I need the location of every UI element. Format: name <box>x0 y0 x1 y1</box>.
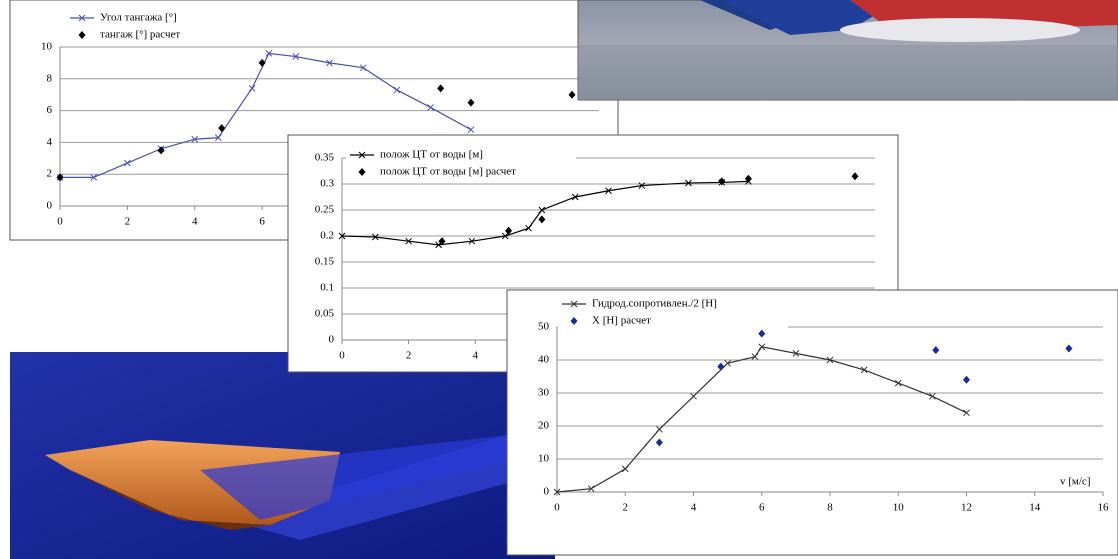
x-tick-label: 0 <box>554 502 560 514</box>
y-tick-label: 0.05 <box>315 308 335 320</box>
y-tick-label: 40 <box>538 354 550 366</box>
legend-label: полож ЦТ от воды [м] расчет <box>380 166 516 178</box>
y-tick-label: 0.2 <box>320 230 334 242</box>
y-tick-label: 50 <box>538 321 550 333</box>
y-tick-label: 30 <box>538 387 550 399</box>
y-tick-label: 0 <box>544 486 550 498</box>
y-tick-label: 10 <box>538 453 550 465</box>
x-tick-label: 4 <box>473 350 479 362</box>
x-tick-label: 16 <box>1098 502 1110 514</box>
y-tick-label: 0.1 <box>320 282 334 294</box>
y-tick-label: 2 <box>47 168 53 180</box>
x-tick-label: 10 <box>893 502 905 514</box>
y-tick-label: 10 <box>41 41 53 53</box>
y-tick-label: 0 <box>329 334 335 346</box>
legend-label: тангаж [°] расчет <box>100 29 180 41</box>
legend-label: полож ЦТ от воды [м] <box>380 149 483 161</box>
x-tick-label: 0 <box>339 350 345 362</box>
x-tick-label: 2 <box>406 350 412 362</box>
x-tick-label: 6 <box>259 216 265 228</box>
x-tick-label: 2 <box>125 216 131 228</box>
x-tick-label: 4 <box>691 502 697 514</box>
y-tick-label: 8 <box>47 72 53 84</box>
legend-label: X [Н] расчет <box>592 315 651 327</box>
y-tick-label: 0.25 <box>315 204 335 216</box>
x-tick-label: 6 <box>759 502 765 514</box>
y-tick-label: 0.15 <box>315 256 335 268</box>
chart-resistance: 0 10 20 30 40 50 0 2 4 6 8 10 12 14 16 Гидрод.сопротивл… <box>507 290 1118 555</box>
y-tick-label: 20 <box>538 420 550 432</box>
x-tick-label: 0 <box>57 216 63 228</box>
x-tick-label: 4 <box>192 216 198 228</box>
y-tick-label: 0.35 <box>315 152 335 164</box>
x-tick-label: 8 <box>827 502 833 514</box>
axis-annotation: v [м/с] <box>1060 476 1090 488</box>
x-tick-label: 2 <box>623 502 629 514</box>
x-tick-label: 14 <box>1029 502 1041 514</box>
collage: 0 2 4 6 8 10 0 2 4 6 Угол тангажа [°] тангаж [°] ра… <box>0 0 1118 559</box>
y-tick-label: 6 <box>47 104 53 116</box>
y-tick-label: 0 <box>47 200 53 212</box>
hull-render <box>10 352 555 559</box>
y-tick-label: 4 <box>47 136 53 148</box>
legend-label: Гидрод.сопротивлен./2 [Н] <box>592 298 717 310</box>
legend-label: Угол тангажа [°] <box>100 12 177 24</box>
x-tick-label: 12 <box>961 502 972 514</box>
chart-frame <box>507 290 1118 555</box>
boat-photo <box>578 0 1118 100</box>
y-tick-label: 0.3 <box>320 178 334 190</box>
